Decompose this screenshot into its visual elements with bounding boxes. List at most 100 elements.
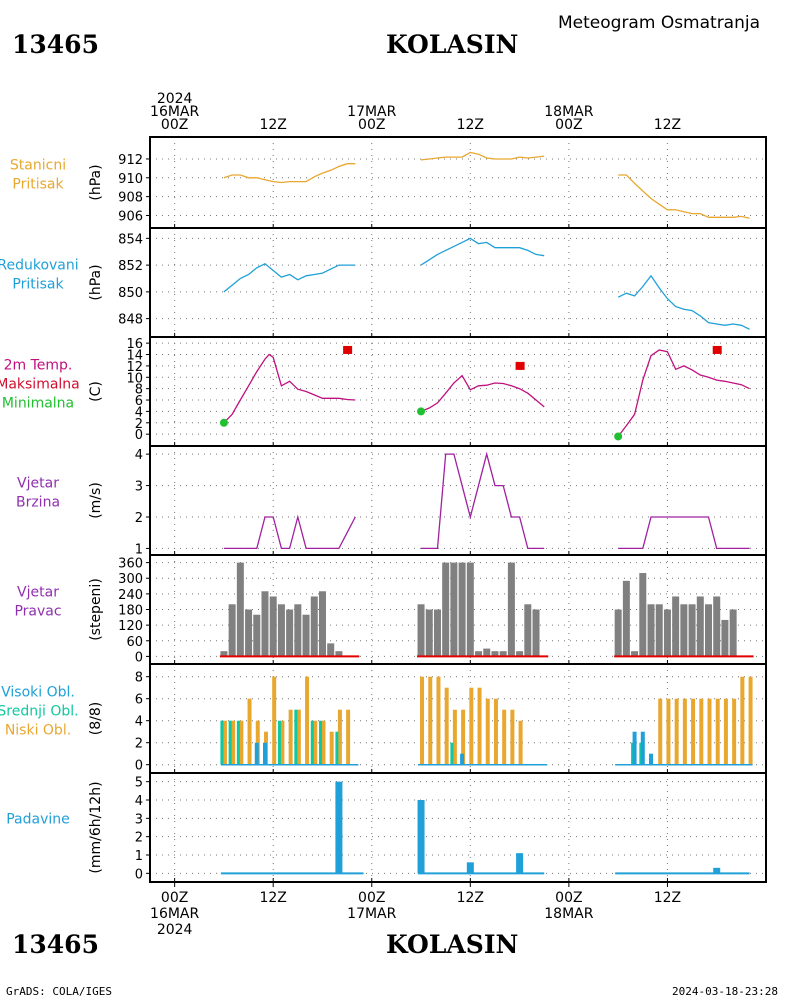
- panel5-bar-high-4: [254, 742, 259, 765]
- panel2-ytick-label-6: 12: [126, 360, 143, 375]
- panel4-ytick-label-6: 360: [118, 557, 143, 572]
- panel5-bar-low-14: [337, 709, 342, 765]
- panel5-bar-low-7: [280, 720, 285, 765]
- panel5-bar-low-10: [305, 676, 310, 765]
- time-label-top-4-0: 18MAR: [544, 104, 593, 120]
- panel4-bar-43: [696, 596, 704, 657]
- panel1-series-line-0-1: [420, 237, 545, 266]
- panel5-ytick-label-3: 6: [135, 693, 143, 708]
- panel4-ytick-label-2: 120: [118, 619, 143, 634]
- panel3-series-line-0-2: [618, 516, 750, 550]
- panel4-bar-3: [245, 609, 253, 657]
- panel6-ytick-label-0: 0: [135, 867, 143, 882]
- panel2-ytick-label-2: 4: [135, 405, 143, 420]
- panel5-bar-low-45: [715, 698, 720, 765]
- panel3-ytick-label-1: 2: [135, 511, 143, 526]
- panel4-bar-17: [417, 604, 425, 657]
- panel2-min-marker-2: [614, 432, 623, 441]
- panel4-bar-21: [450, 562, 458, 657]
- panel4-bar-28: [507, 562, 515, 657]
- panel4-bar-5: [261, 591, 269, 657]
- time-label-top-0-0: 2024: [157, 91, 193, 107]
- panel0-ytick-label-1: 908: [118, 191, 143, 206]
- time-label-bottom-4-0: 00Z: [555, 890, 582, 906]
- panel2-min-marker-0: [219, 418, 228, 427]
- panel2-label-2: Minimalna: [2, 396, 74, 412]
- panel2-max-marker-1: [515, 361, 525, 370]
- panel6-ytick-label-4: 4: [135, 794, 143, 809]
- time-label-bottom-2-1: 17MAR: [347, 906, 396, 922]
- panel4-bar-25: [483, 648, 491, 657]
- panel0-frame: [149, 136, 767, 229]
- panel4-ytick-label-0: 0: [135, 650, 143, 665]
- panel5-bar-high-37: [649, 753, 654, 765]
- panel4-ytick-label-3: 180: [118, 604, 143, 619]
- panel2-label-1: Maksimalna: [0, 377, 80, 393]
- panel5-bar-low-9: [296, 709, 301, 765]
- panel5-bar-low-22: [461, 709, 466, 765]
- panel4-bar-29: [516, 651, 524, 657]
- panel6-label-0: Padavine: [6, 812, 70, 828]
- panel0-label-1: Pritisak: [12, 177, 64, 193]
- panel5-bar-low-20: [444, 687, 449, 765]
- panel4-label-0: Vjetar: [17, 585, 59, 601]
- panel4-bar-37: [647, 604, 655, 657]
- panel4-bar-24: [475, 651, 483, 657]
- panel4-bar-26: [491, 651, 499, 657]
- time-label-bottom-4-1: 18MAR: [544, 906, 593, 922]
- station-id-top: 13465: [12, 30, 99, 59]
- panel2-ytick-label-1: 2: [135, 417, 143, 432]
- panel4-bar-36: [639, 573, 647, 657]
- panel4-bar-40: [672, 596, 680, 657]
- panel4-ytick-label-5: 300: [118, 572, 143, 587]
- panel6-ytick-label-5: 5: [135, 776, 143, 791]
- time-label-top-3-0: 12Z: [457, 117, 484, 133]
- panel5-bar-high-35: [632, 731, 637, 765]
- panel4-bar-9: [294, 604, 302, 657]
- panel1-label-1: Pritisak: [12, 277, 64, 293]
- panel6-frame: [149, 772, 767, 883]
- panel5-bar-low-46: [723, 698, 728, 765]
- panel5-bar-mid-12: [318, 720, 322, 765]
- panel4-bar-0: [220, 651, 228, 657]
- panel5-ytick-label-0: 0: [135, 759, 143, 774]
- panel5-bar-low-44: [707, 698, 712, 765]
- panel4-bar-20: [442, 562, 450, 657]
- panel2-min-marker-1: [417, 407, 426, 416]
- panel6-ytick-label-2: 2: [135, 831, 143, 846]
- panel6-ytick-label-1: 1: [135, 849, 143, 864]
- panel5-bar-high-22: [460, 753, 465, 765]
- time-label-bottom-3-0: 12Z: [457, 890, 484, 906]
- panel2-ytick-label-4: 8: [135, 383, 143, 398]
- panel5-bar-mid-2: [236, 720, 240, 765]
- panel5-bar-high-5: [262, 742, 267, 765]
- panel5-ytick-label-4: 8: [135, 671, 143, 686]
- panel5-bar-low-1: [231, 720, 236, 765]
- panel5-label-2: Niski Obl.: [5, 723, 71, 739]
- panel3-ytick-label-0: 1: [135, 542, 143, 557]
- panel1-ylabel: (hPa): [88, 264, 104, 300]
- time-label-bottom-2-0: 00Z: [358, 890, 385, 906]
- panel4-bar-13: [327, 643, 335, 657]
- panel5-bar-low-38: [658, 698, 663, 765]
- panel4-bar-27: [499, 651, 507, 657]
- panel3-ytick-label-2: 3: [135, 480, 143, 495]
- time-label-top-5-0: 12Z: [654, 117, 681, 133]
- panel0-label-0: Stanicni: [10, 158, 66, 174]
- time-label-bottom-0-1: 16MAR: [150, 906, 199, 922]
- panel4-bar-10: [302, 614, 310, 657]
- panel5-bar-low-11: [313, 720, 318, 765]
- panel4-label-1: Pravac: [14, 604, 61, 620]
- panel5-bar-high-36: [640, 731, 645, 765]
- panel5-bar-low-13: [329, 731, 334, 765]
- station-name-bottom: KOLASIN: [386, 930, 519, 959]
- panel5-bar-mid-21: [450, 742, 454, 765]
- panel5-bar-low-41: [682, 698, 687, 765]
- panel3-label-1: Brzina: [16, 495, 60, 511]
- panel4-bar-6: [269, 596, 277, 657]
- panel5-bar-low-3: [247, 698, 252, 765]
- panel4-bar-41: [680, 604, 688, 657]
- panel2-ytick-label-3: 6: [135, 394, 143, 409]
- panel5-bar-low-49: [748, 676, 753, 765]
- panel6-bar-2: [466, 862, 474, 874]
